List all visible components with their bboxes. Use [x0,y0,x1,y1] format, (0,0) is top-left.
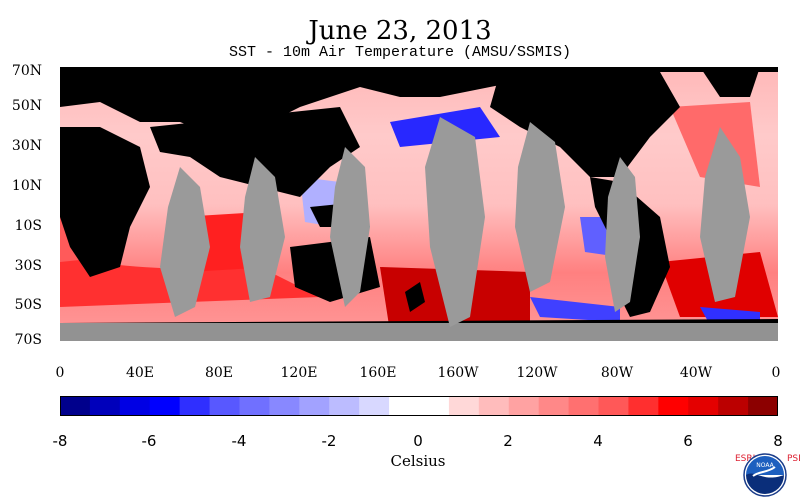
colorbar-segment [359,396,390,416]
colorbar-tick-neg6: -6 [141,432,157,450]
colorbar-segment [688,396,719,416]
lon-label-120w: 120W [516,365,558,381]
lat-label-10s: 10S [14,218,42,234]
colorbar-segment [508,396,540,416]
colorbar-tick-neg2: -2 [321,432,337,450]
esrl-vertical-text: ESRL [735,454,758,464]
noaa-esrl-psd-logo: ESRL PSD NOAA [735,452,800,498]
colorbar-border [60,396,778,416]
lat-label-50n: 50N [11,98,42,114]
lon-label-160w: 160W [437,365,479,381]
colorbar-segment [448,396,480,416]
missing-data-swaths [60,117,778,341]
colorbar-segment [329,396,360,416]
lon-label-160e: 160E [359,365,397,381]
colorbar-tick-neg8: -8 [52,432,68,450]
lon-label-80e: 80E [204,365,234,381]
map-subtitle: SST - 10m Air Temperature (AMSU/SSMIS) [228,44,572,61]
colorbar-segment [239,396,270,416]
lon-label-40e: 40E [125,365,155,381]
colorbar-unit-label: Celsius [390,452,446,470]
noaa-logo-icon: NOAA [743,453,787,497]
colorbar-segment [149,396,181,416]
colorbar-segment [209,396,240,416]
noaa-badge-text: NOAA [756,462,774,469]
colorbar-tick-6: 6 [683,432,693,450]
lat-label-70n: 70N [11,63,42,79]
colorbar-segment [299,396,330,416]
colorbar-tick-0: 0 [413,432,423,450]
colorbar-segment [628,396,659,416]
colorbar-segment [748,396,778,416]
map-title: June 23, 2013 [308,16,492,46]
colorbar-tick-neg4: -4 [231,432,247,450]
colorbar-segment [478,396,510,416]
sst-anomaly-map [60,67,778,341]
lon-label-0-east: 0 [771,365,781,381]
colorbar-tick-2: 2 [503,432,513,450]
lon-label-120e: 120E [280,365,318,381]
lon-label-40w: 40W [679,365,713,381]
lon-label-80w: 80W [600,365,634,381]
colorbar-segment [119,396,151,416]
lat-label-70s: 70S [14,332,42,348]
lat-label-30n: 30N [11,138,42,154]
colorbar-segment [568,396,599,416]
colorbar-segment [269,396,300,416]
lat-label-30s: 30S [14,258,42,274]
colorbar-tick-8: 8 [773,432,783,450]
colorbar-segment [389,396,420,416]
psd-vertical-text: PSD [787,454,800,464]
lon-label-0: 0 [55,365,65,381]
lat-label-50s: 50S [14,297,42,313]
colorbar-segment [718,396,749,416]
colorbar-tick-4: 4 [593,432,603,450]
colorbar-segment [538,396,570,416]
lat-label-10n: 10N [11,178,42,194]
colorbar-segment [179,396,211,416]
colorbar-segment [658,396,689,416]
colorbar-segment [89,396,121,416]
colorbar [60,396,778,416]
colorbar-segment [60,396,91,416]
colorbar-segment [598,396,629,416]
colorbar-segment [419,396,450,416]
